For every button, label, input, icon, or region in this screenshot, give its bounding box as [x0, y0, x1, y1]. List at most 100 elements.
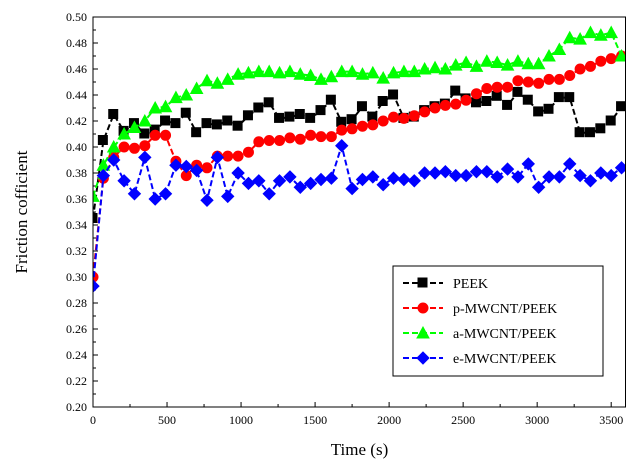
data-point	[138, 150, 152, 165]
data-point	[614, 48, 626, 62]
data-point	[366, 170, 380, 184]
data-point	[127, 187, 142, 201]
data-point	[448, 58, 463, 71]
data-point	[574, 127, 585, 138]
data-point	[449, 168, 463, 183]
data-point	[417, 61, 432, 75]
data-point	[305, 112, 316, 123]
data-point	[200, 73, 214, 87]
data-point	[460, 94, 472, 106]
data-point	[542, 170, 556, 184]
data-point	[365, 65, 380, 79]
data-point	[543, 103, 554, 114]
data-point	[459, 55, 473, 68]
data-point	[335, 138, 349, 153]
y-tick-label: 0.38	[66, 166, 87, 180]
series-3	[93, 25, 626, 202]
data-point	[222, 115, 233, 126]
data-point	[117, 126, 131, 140]
data-point	[283, 170, 297, 184]
data-point	[272, 174, 287, 188]
data-point	[573, 32, 587, 45]
data-point	[201, 162, 213, 174]
data-point	[531, 56, 546, 70]
x-tick-label: 1000	[229, 413, 253, 427]
legend-marker	[416, 325, 430, 339]
data-point	[367, 119, 379, 131]
data-point	[470, 88, 482, 100]
data-point	[469, 59, 484, 72]
legend-marker	[416, 351, 430, 365]
data-point	[388, 111, 400, 123]
legend-marker	[417, 302, 429, 314]
data-point	[222, 150, 234, 162]
y-tick-label: 0.42	[66, 114, 87, 128]
data-point	[491, 81, 503, 93]
tick-labels: 0.20 0.22 0.24 0.26 0.28 0.30 0.32 0.34 0.36 0.38…	[66, 10, 623, 427]
data-point	[574, 63, 586, 75]
data-point	[96, 168, 111, 183]
data-point	[419, 106, 431, 118]
y-tick-label: 0.48	[66, 36, 87, 50]
data-point	[604, 25, 619, 39]
data-point	[500, 58, 515, 71]
data-point	[189, 81, 204, 94]
y-axis-title: Friction cofficient	[12, 150, 31, 273]
data-point	[511, 170, 525, 184]
data-point	[139, 128, 150, 139]
data-point	[500, 162, 515, 176]
data-point	[293, 67, 308, 80]
data-point	[272, 65, 287, 79]
data-point	[543, 73, 555, 85]
data-point	[481, 83, 493, 94]
x-tick-label: 3500	[599, 413, 623, 427]
data-point	[149, 129, 161, 141]
data-point	[93, 213, 98, 223]
y-tick-label: 0.32	[66, 244, 87, 258]
data-point	[262, 187, 276, 201]
data-point	[553, 92, 564, 103]
y-tick-label: 0.36	[66, 192, 87, 206]
data-point	[522, 94, 533, 105]
data-point	[242, 110, 253, 121]
data-point	[490, 170, 504, 184]
data-point	[118, 141, 130, 153]
data-point	[417, 166, 432, 180]
data-point	[428, 166, 442, 180]
data-point	[274, 135, 286, 146]
y-tick-label: 0.20	[66, 400, 87, 414]
data-point	[533, 106, 544, 117]
data-point	[438, 61, 453, 75]
data-point	[595, 55, 607, 67]
data-point	[325, 94, 336, 105]
data-point	[315, 105, 326, 116]
data-point	[480, 164, 494, 179]
data-point	[481, 96, 492, 106]
data-point	[231, 67, 245, 80]
data-point	[201, 118, 212, 129]
x-tick-label: 3000	[525, 413, 549, 427]
data-point	[459, 168, 473, 183]
data-point	[117, 174, 131, 188]
data-point	[334, 64, 349, 78]
data-point	[137, 113, 152, 127]
data-point	[376, 177, 390, 192]
data-point	[232, 150, 244, 162]
legend-item: p-MWCNT/PEEK	[403, 302, 557, 317]
data-point	[232, 120, 243, 131]
data-point	[397, 172, 411, 187]
legend-label: a-MWCNT/PEEK	[453, 327, 556, 342]
data-point	[189, 163, 204, 178]
data-point	[552, 170, 567, 184]
data-point	[584, 127, 595, 138]
data-point	[241, 65, 256, 79]
data-point	[355, 172, 370, 187]
data-point	[345, 64, 359, 78]
data-point	[253, 136, 265, 148]
data-point	[408, 110, 420, 122]
data-point	[305, 129, 317, 141]
data-point	[428, 60, 442, 74]
data-point	[294, 109, 305, 119]
data-point	[564, 92, 575, 103]
